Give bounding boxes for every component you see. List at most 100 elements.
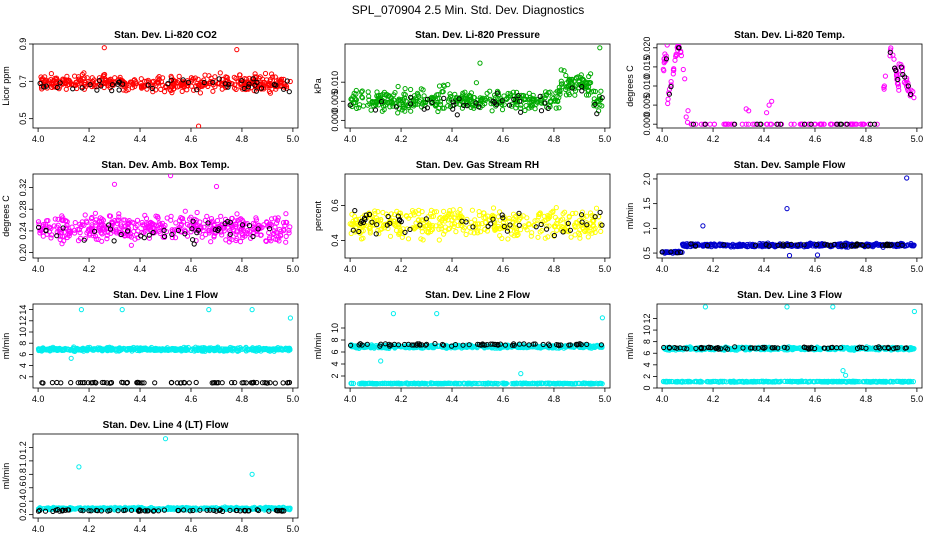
- data-point-red: [176, 78, 182, 84]
- y-axis-label: ml/min: [625, 203, 635, 230]
- data-points: [659, 175, 917, 258]
- x-tick-label: 4.6: [497, 264, 510, 274]
- data-point-black: [96, 78, 103, 84]
- data-point-cyan: [172, 347, 178, 353]
- data-point-black: [360, 219, 366, 226]
- y-tick-label: 0.5: [18, 112, 28, 125]
- data-point-green: [558, 78, 564, 84]
- data-point-yellow: [372, 211, 378, 217]
- data-point-yellow: [372, 208, 378, 214]
- data-point-black: [229, 380, 235, 386]
- data-point-red: [232, 85, 238, 91]
- data-point-magenta: [665, 96, 671, 102]
- data-point-cyan-low: [367, 380, 373, 386]
- data-point-black: [245, 84, 252, 90]
- data-point-black: [216, 226, 222, 232]
- data-point-yellow: [436, 226, 442, 232]
- data-point-black: [191, 241, 197, 247]
- data-point-black: [398, 219, 404, 225]
- data-point-black: [542, 100, 548, 106]
- data-point-magenta: [280, 220, 287, 226]
- data-point-black: [853, 243, 860, 249]
- data-point-yellow: [520, 213, 526, 219]
- data-point-yellow: [542, 235, 548, 241]
- x-tick-label: 4.6: [497, 134, 510, 144]
- data-point-outlier: [196, 123, 202, 128]
- data-point-cyan: [244, 346, 251, 353]
- data-point-black: [150, 229, 156, 236]
- data-point-yellow: [568, 234, 574, 240]
- data-point-black: [538, 221, 544, 228]
- data-point-black: [408, 101, 414, 107]
- data-point-green: [365, 89, 371, 95]
- data-point-blue: [699, 242, 705, 248]
- data-point-green: [586, 92, 592, 98]
- x-tick-label: 4.0: [32, 394, 45, 404]
- x-tick-label: 4.8: [236, 264, 249, 274]
- data-point-cyan: [61, 347, 67, 353]
- data-point-magenta: [72, 230, 78, 236]
- data-point-black: [540, 341, 546, 348]
- data-point-magenta: [120, 217, 127, 223]
- data-point-black: [75, 380, 81, 386]
- data-point-black: [241, 380, 247, 386]
- data-point-cyan-low: [531, 381, 537, 387]
- data-point-red: [284, 85, 290, 91]
- x-tick-label: 4.6: [185, 264, 198, 274]
- data-point-black: [476, 104, 482, 110]
- data-point-yellow: [548, 210, 554, 216]
- data-point-yellow: [393, 227, 400, 234]
- data-point-yellow: [577, 235, 583, 241]
- data-point-green: [358, 89, 364, 95]
- data-point-magenta: [764, 121, 770, 127]
- data-point-black: [452, 342, 459, 348]
- data-point-outlier: [234, 47, 240, 53]
- data-point-cyan: [465, 343, 471, 349]
- data-point-black: [506, 102, 512, 108]
- data-point-outlier: [78, 307, 85, 313]
- data-point-cyan: [275, 345, 281, 351]
- y-tick-label: 2: [330, 373, 340, 378]
- data-point-black: [785, 242, 791, 248]
- data-point-cyan-low: [900, 379, 906, 385]
- data-point-magenta: [274, 220, 280, 226]
- data-point-magenta: [205, 222, 211, 228]
- data-point-magenta: [728, 121, 734, 127]
- x-tick-label: 4.8: [860, 264, 873, 274]
- data-point-blue: [680, 243, 687, 249]
- data-point-green: [523, 103, 529, 109]
- data-point-magenta: [221, 225, 227, 231]
- data-point-black: [374, 222, 380, 228]
- data-point-black: [185, 79, 191, 86]
- x-tick-label: 4.0: [656, 264, 669, 274]
- data-point-green: [514, 99, 520, 105]
- data-point-magenta: [107, 213, 114, 219]
- data-point-black: [407, 226, 413, 232]
- data-point-cyan-low: [350, 380, 357, 387]
- data-point-black: [194, 87, 200, 93]
- data-point-magenta: [161, 224, 167, 230]
- data-point-magenta: [92, 210, 99, 216]
- data-point-cyan-low: [348, 380, 354, 386]
- data-point-blue: [750, 242, 756, 248]
- data-point-black: [232, 380, 238, 386]
- data-point-magenta: [271, 230, 277, 236]
- data-point-black: [180, 77, 186, 83]
- data-point-outlier: [784, 206, 790, 212]
- data-point-red: [276, 77, 282, 83]
- data-point-yellow: [405, 236, 412, 242]
- data-point-black: [284, 78, 290, 84]
- data-point-magenta: [179, 216, 185, 222]
- data-point-green: [583, 92, 590, 98]
- data-point-magenta: [89, 222, 95, 228]
- data-point-green: [447, 91, 453, 97]
- data-point-yellow: [539, 228, 545, 234]
- data-point-outlier: [101, 45, 107, 51]
- data-point-cyan-low: [868, 379, 874, 385]
- data-point-blue: [663, 249, 669, 255]
- data-point-green: [566, 92, 573, 98]
- data-point-magenta: [791, 121, 797, 127]
- data-point-red: [80, 76, 86, 82]
- data-point-black: [258, 85, 265, 91]
